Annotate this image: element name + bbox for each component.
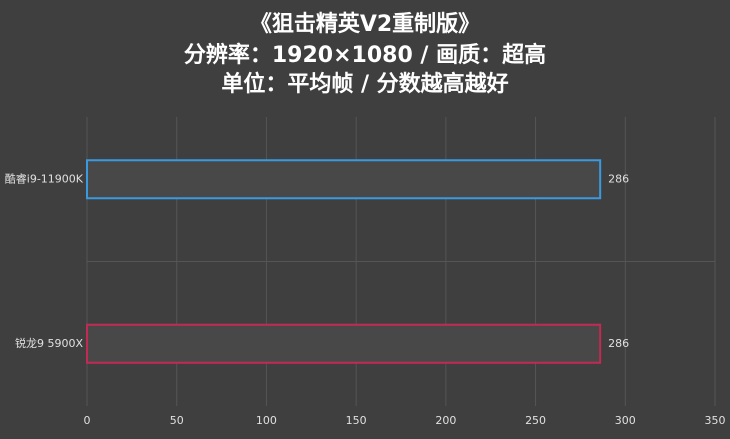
x-tick-label: 300 [615, 414, 636, 427]
bar [86, 323, 602, 364]
chart-subtitle: 分辨率：1920×1080 / 画质：超高 [184, 42, 546, 68]
x-tick-label: 200 [435, 414, 456, 427]
bar [86, 159, 602, 200]
chart-subtitle: 单位：平均帧 / 分数越高越好 [221, 71, 508, 97]
x-tick-label: 0 [84, 414, 91, 427]
y-tick-label: 酷睿i9-11900K [5, 171, 84, 185]
x-tick-label: 350 [705, 414, 726, 427]
value-label: 286 [608, 172, 629, 185]
value-label: 286 [608, 337, 629, 350]
x-tick-label: 50 [170, 414, 184, 427]
x-tick-label: 150 [346, 414, 367, 427]
x-tick-label: 250 [525, 414, 546, 427]
x-tick-label: 100 [256, 414, 277, 427]
chart-title: 《狙击精英V2重制版》 [250, 11, 480, 37]
y-tick-label: 锐龙9 5900X [15, 336, 83, 350]
